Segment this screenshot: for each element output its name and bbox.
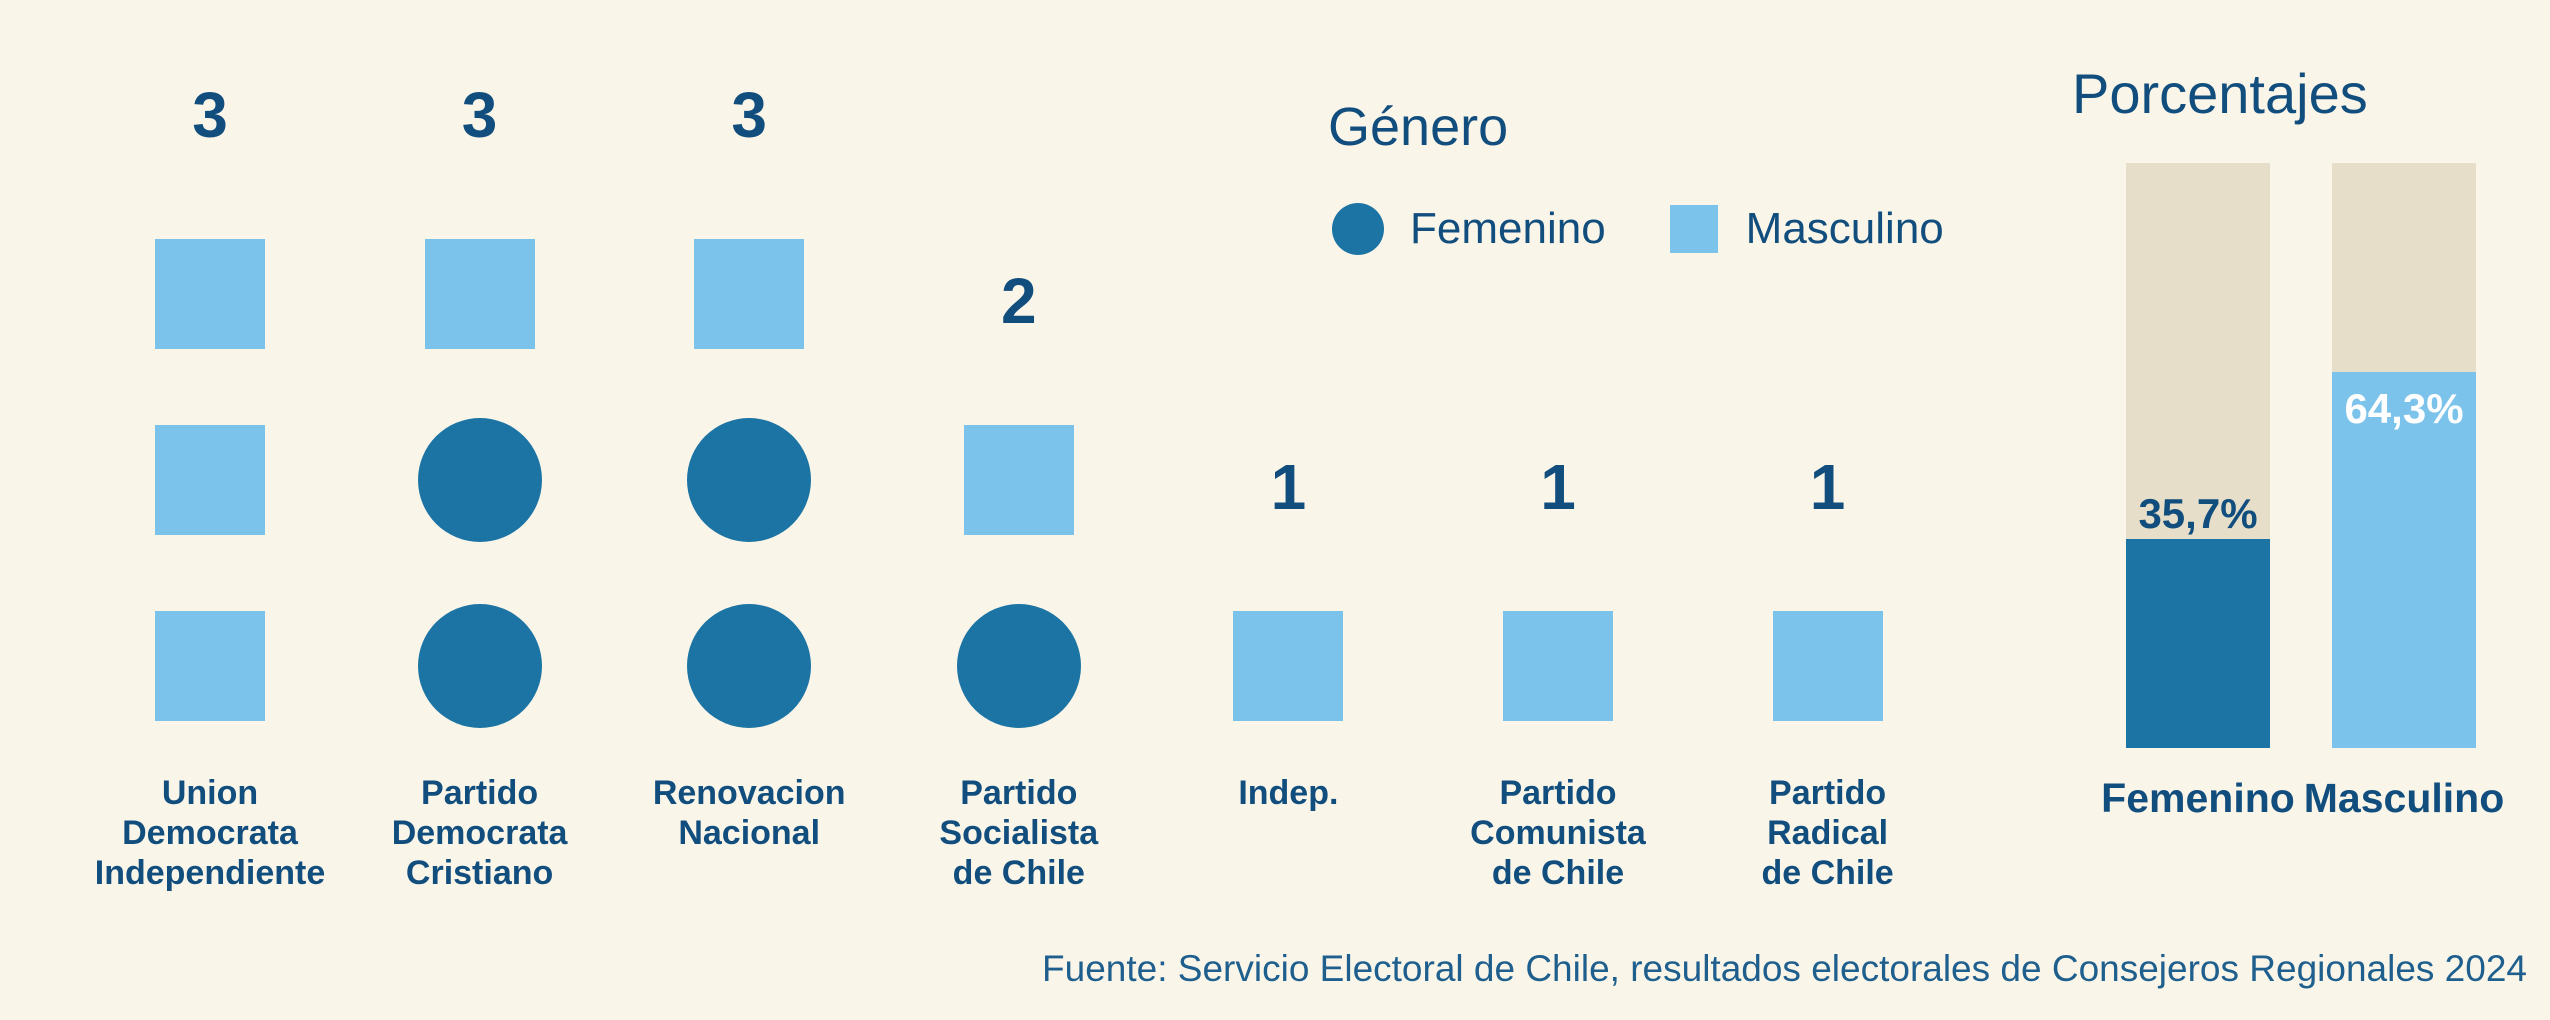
party-column: 3 Union Democrata Independiente [75, 0, 345, 1020]
masculino-pictogram-unit [694, 239, 805, 349]
party-label: Partido Socialista de Chile [874, 773, 1164, 893]
masculino-pictogram-unit [155, 611, 265, 721]
party-label-line: Partido [960, 774, 1078, 812]
party-label-line: Renovacion [652, 774, 846, 812]
percent-bar-category-label: Femenino [2101, 775, 2295, 821]
party-label-line: Independiente [94, 854, 326, 892]
party-label-line: Partido [1769, 774, 1887, 812]
party-label-line: Partido [421, 774, 539, 812]
masculino-pictogram-unit [155, 425, 265, 535]
unit-stack: 2 [884, 265, 1154, 728]
party-column: 3 Partido Democrata Cristiano [345, 0, 615, 1020]
legend-label-masculino: Masculino [1745, 204, 1944, 253]
masculino-square-swatch-icon [1669, 205, 1718, 253]
party-label-line: Democrata [122, 814, 298, 852]
party-column: 1 Indep. [1153, 0, 1423, 1020]
femenino-pictogram-unit [417, 418, 542, 542]
count-label: 1 [1809, 451, 1846, 523]
party-column: 1 Partido Comunista de Chile [1423, 0, 1693, 1020]
source-note: Fuente: Servicio Electoral de Chile, res… [1042, 948, 2527, 989]
percent-chart-title: Porcentajes [2072, 62, 2368, 125]
femenino-circle-swatch-icon [1332, 203, 1384, 255]
percent-bar-femenino: 35,7% [2126, 163, 2270, 748]
masculino-pictogram-unit [424, 239, 535, 349]
unit-stack: 3 [614, 79, 884, 728]
gender-legend: Femenino Masculino [1332, 203, 1944, 255]
masculino-pictogram-unit [155, 239, 265, 349]
party-label-line: Socialista [939, 814, 1099, 852]
unit-stack: 3 [345, 79, 615, 728]
party-label: Partido Radical de Chile [1683, 773, 1973, 893]
party-label-line: de Chile [952, 854, 1085, 892]
party-label-line: de Chile [1761, 854, 1894, 892]
party-column: 1 Partido Radical de Chile [1693, 0, 1963, 1020]
party-label: Partido Comunista de Chile [1413, 773, 1703, 893]
legend-item-masculino: Masculino [1669, 204, 1944, 254]
unit-stack: 1 [1693, 455, 1963, 721]
femenino-pictogram-unit [956, 604, 1081, 728]
femenino-pictogram-unit [417, 604, 542, 728]
count-label: 3 [731, 79, 767, 151]
unit-stack: 3 [75, 83, 345, 721]
party-label-line: Cristiano [405, 854, 554, 892]
party-column: 3 Renovacion Nacional [614, 0, 884, 1020]
party-label: Union Democrata Independiente [65, 773, 355, 893]
party-label-line: Comunista [1470, 814, 1646, 852]
masculino-pictogram-unit [1233, 611, 1344, 721]
party-label-line: Radical [1767, 814, 1889, 852]
count-label: 3 [192, 79, 228, 151]
legend-label-femenino: Femenino [1410, 204, 1606, 253]
party-label-line: Indep. [1238, 774, 1339, 812]
party-label-line: Democrata [391, 814, 568, 852]
party-label-line: de Chile [1491, 854, 1625, 892]
party-label: Partido Democrata Cristiano [335, 773, 625, 893]
legend-title: Género [1328, 97, 1509, 157]
party-label-line: Union [161, 774, 259, 812]
femenino-pictogram-unit [687, 418, 812, 542]
party-label: Renovacion Nacional [604, 773, 894, 853]
percent-fill-femenino [2126, 539, 2270, 748]
percent-value-label: 35,7% [2138, 490, 2258, 538]
count-label: 1 [1270, 451, 1307, 523]
party-label-line: Nacional [678, 814, 821, 852]
unit-stack: 1 [1153, 455, 1423, 721]
count-label: 3 [461, 79, 498, 151]
count-label: 1 [1540, 451, 1576, 523]
masculino-pictogram-unit [963, 425, 1074, 535]
percent-bar-masculino: 64,3% [2332, 163, 2476, 748]
masculino-pictogram-unit [1772, 611, 1883, 721]
party-label-line: Partido [1499, 774, 1617, 812]
unit-stack: 1 [1423, 455, 1693, 721]
legend-item-femenino: Femenino [1332, 203, 1606, 255]
masculino-pictogram-unit [1503, 611, 1613, 721]
percent-bar-category-label: Masculino [2303, 775, 2505, 821]
count-label: 2 [1001, 265, 1037, 337]
percent-value-label: 64,3% [2344, 384, 2464, 432]
femenino-pictogram-unit [687, 604, 812, 728]
party-label: Indep. [1143, 773, 1433, 813]
percent-fill-masculino [2332, 371, 2476, 748]
party-column: 2 Partido Socialista de Chile [884, 0, 1154, 1020]
